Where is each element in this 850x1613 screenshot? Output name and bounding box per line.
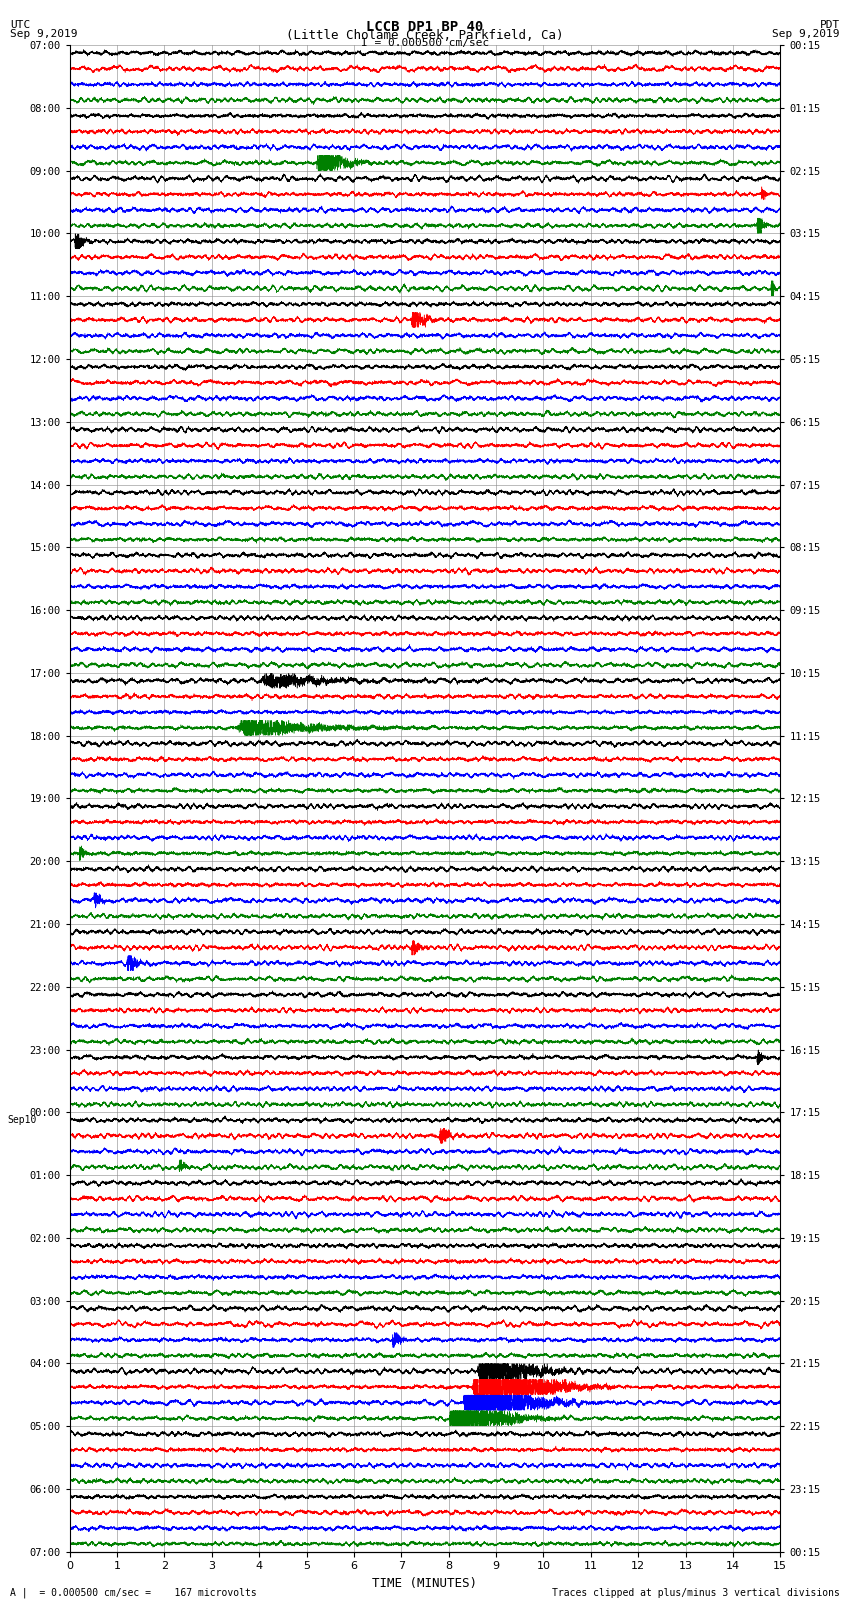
Text: Sep10: Sep10 (7, 1115, 37, 1126)
Text: (Little Cholame Creek, Parkfield, Ca): (Little Cholame Creek, Parkfield, Ca) (286, 29, 564, 42)
Text: Traces clipped at plus/minus 3 vertical divisions: Traces clipped at plus/minus 3 vertical … (552, 1589, 840, 1598)
Text: Sep 9,2019: Sep 9,2019 (773, 29, 840, 39)
Text: A |  = 0.000500 cm/sec =    167 microvolts: A | = 0.000500 cm/sec = 167 microvolts (10, 1587, 257, 1598)
Text: PDT: PDT (819, 19, 840, 31)
Text: UTC: UTC (10, 19, 31, 31)
X-axis label: TIME (MINUTES): TIME (MINUTES) (372, 1578, 478, 1590)
Text: LCCB DP1 BP 40: LCCB DP1 BP 40 (366, 19, 484, 34)
Text: Sep 9,2019: Sep 9,2019 (10, 29, 77, 39)
Text: I = 0.000500 cm/sec: I = 0.000500 cm/sec (361, 37, 489, 48)
